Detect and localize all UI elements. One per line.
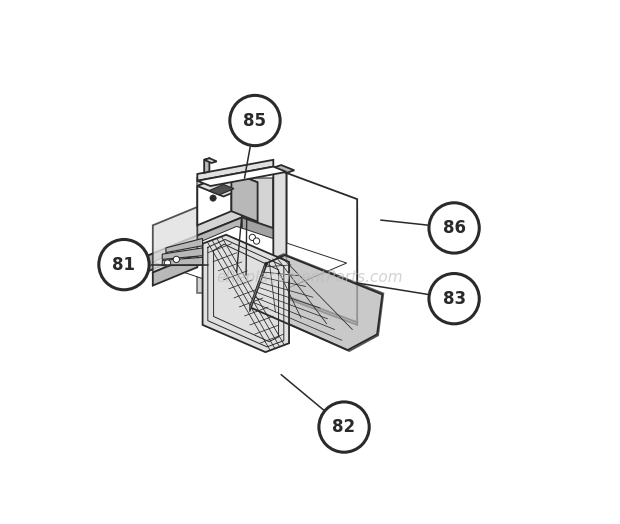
Polygon shape — [204, 158, 217, 163]
Polygon shape — [153, 207, 197, 272]
Circle shape — [164, 260, 171, 266]
Polygon shape — [197, 178, 273, 293]
Polygon shape — [197, 167, 286, 186]
Polygon shape — [203, 235, 289, 352]
Text: 85: 85 — [244, 112, 267, 129]
Polygon shape — [250, 254, 383, 351]
Polygon shape — [153, 254, 197, 286]
Polygon shape — [250, 262, 265, 312]
Circle shape — [99, 239, 149, 290]
Text: 83: 83 — [443, 290, 466, 308]
Polygon shape — [231, 172, 257, 222]
Text: 82: 82 — [332, 418, 356, 436]
Text: 81: 81 — [112, 256, 136, 274]
Polygon shape — [286, 173, 357, 322]
Polygon shape — [273, 168, 286, 296]
Polygon shape — [153, 226, 347, 299]
Polygon shape — [166, 238, 203, 253]
Polygon shape — [197, 172, 257, 196]
Polygon shape — [197, 172, 231, 225]
Circle shape — [429, 274, 479, 324]
Polygon shape — [197, 160, 273, 181]
Circle shape — [173, 256, 180, 263]
Polygon shape — [242, 217, 357, 272]
Circle shape — [210, 195, 216, 201]
Text: 86: 86 — [443, 219, 466, 237]
Text: eReplacementParts.com: eReplacementParts.com — [216, 270, 404, 285]
Polygon shape — [273, 178, 357, 325]
Polygon shape — [273, 165, 294, 173]
Circle shape — [254, 238, 260, 244]
Circle shape — [249, 234, 255, 241]
Polygon shape — [162, 248, 203, 259]
Polygon shape — [145, 217, 357, 296]
Circle shape — [319, 402, 370, 452]
Polygon shape — [145, 217, 242, 272]
Circle shape — [429, 203, 479, 253]
Polygon shape — [209, 184, 234, 195]
Polygon shape — [162, 257, 203, 266]
Polygon shape — [204, 158, 210, 173]
Circle shape — [230, 95, 280, 146]
